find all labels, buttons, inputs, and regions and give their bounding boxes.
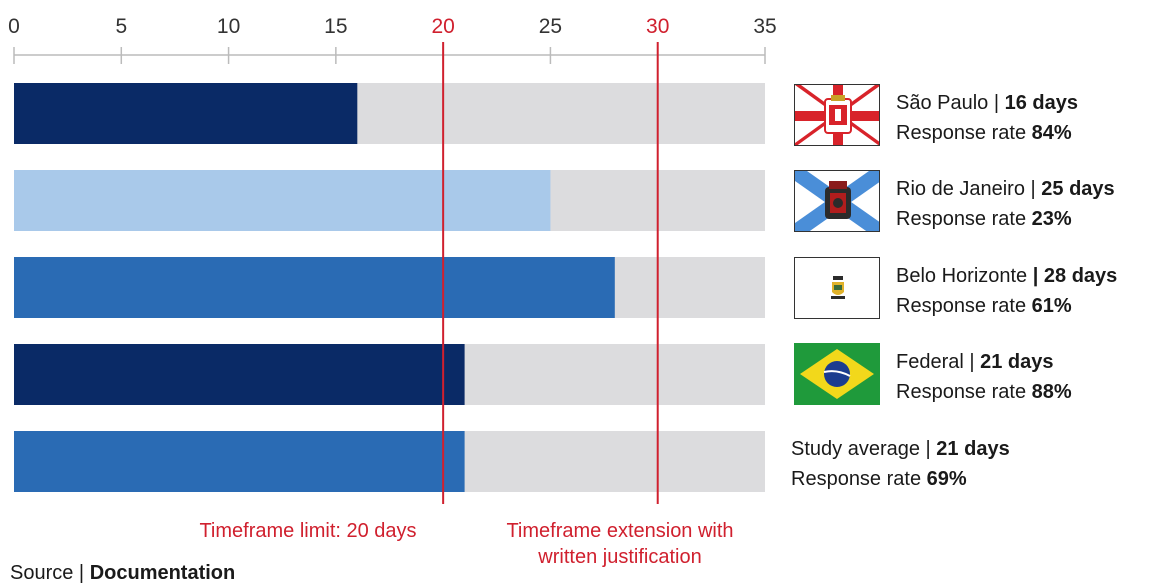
legend-days: 25 days (1041, 178, 1115, 200)
x-tick-label: 5 (115, 15, 127, 38)
timeframe-extension-label: Timeframe extension with written justifi… (506, 520, 734, 568)
bars (14, 83, 765, 492)
legend-rate-label: Response rate (791, 468, 927, 490)
legend-entry-study-average: Study average | 21 days Response rate 69… (791, 438, 1010, 490)
legend-rate-label: Response rate (896, 208, 1032, 230)
rio-de-janeiro-flag-icon (794, 170, 880, 232)
bar-federal (14, 344, 465, 405)
x-tick-label: 0 (8, 15, 20, 38)
legend-rate: 69% (926, 468, 967, 490)
x-tick-label: 35 (753, 15, 776, 38)
brazil-flag-icon (794, 343, 880, 405)
legend-days: 21 days (980, 351, 1054, 373)
legend-rate-label: Response rate (896, 381, 1032, 403)
x-tick-label: 20 (431, 15, 454, 38)
legend-rate: 23% (1031, 208, 1072, 230)
bar-belo-horizonte (14, 257, 615, 318)
x-tick-label: 25 (539, 15, 562, 38)
x-axis: 0 5 10 15 20 25 30 35 (8, 15, 777, 64)
legend-name: Belo Horizonte (896, 265, 1033, 287)
source-note: Source | Documentation (10, 562, 236, 584)
legend-rate-label: Response rate (896, 122, 1032, 144)
legend-rate: 84% (1031, 122, 1072, 144)
bar-s-o-paulo (14, 83, 358, 144)
bar-chart: 0 5 10 15 20 25 30 35 (8, 15, 777, 504)
bar-study-average (14, 431, 465, 492)
legend-days: 28 days (1043, 265, 1118, 287)
belo-horizonte-flag-icon (794, 257, 880, 319)
x-tick-label: 10 (217, 15, 240, 38)
reference-lines (442, 42, 659, 504)
x-tick-label: 15 (324, 15, 347, 38)
legend-name: Federal (896, 351, 964, 373)
sao-paulo-flag-icon (794, 84, 880, 146)
legend-days: 16 days (1004, 92, 1078, 114)
legend-rate: 88% (1031, 381, 1072, 403)
legend-name: Rio de Janeiro (896, 178, 1025, 200)
x-tick-label: 30 (646, 15, 669, 38)
legend-days: 21 days (936, 438, 1010, 460)
bar-rio-de-janeiro (14, 170, 551, 231)
legend-name: Study average (791, 438, 920, 460)
timeframe-limit-label: Timeframe limit: 20 days (199, 520, 417, 542)
legend-rate: 61% (1031, 295, 1072, 317)
legend-name: São Paulo (896, 92, 989, 114)
legend-rate-label: Response rate (896, 295, 1032, 317)
